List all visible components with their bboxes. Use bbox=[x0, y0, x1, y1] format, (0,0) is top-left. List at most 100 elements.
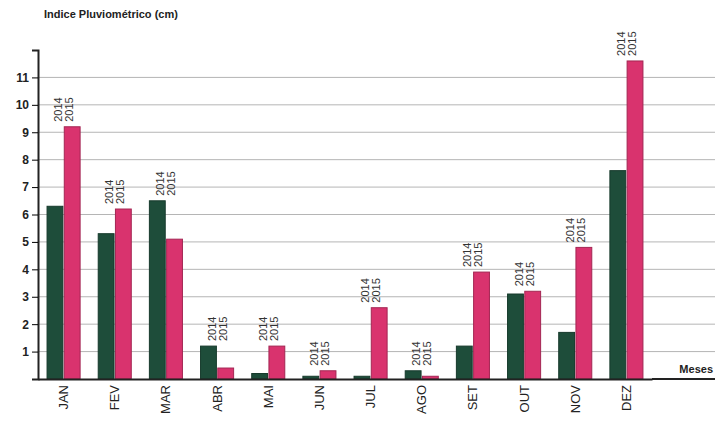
series-name: 2015 bbox=[217, 317, 229, 341]
chart: 2014201520142015201420152014201520142015… bbox=[0, 0, 727, 439]
bar bbox=[559, 332, 575, 379]
grid-line bbox=[38, 77, 715, 78]
x-tick: NOV bbox=[568, 385, 583, 414]
tick-label: DEZ bbox=[619, 385, 634, 411]
tick-label: 2 bbox=[22, 318, 29, 332]
bar bbox=[456, 346, 472, 379]
tick-label: NOV bbox=[568, 385, 583, 414]
tick-mark bbox=[32, 215, 38, 216]
tick-mark bbox=[32, 269, 38, 270]
x-tick: JUL bbox=[363, 385, 378, 408]
tick-label: 8 bbox=[22, 153, 29, 167]
tick-label: 3 bbox=[22, 290, 29, 304]
bar bbox=[64, 127, 80, 379]
y-tick: 7 bbox=[22, 180, 38, 194]
bar bbox=[167, 239, 183, 379]
x-tick: SET bbox=[465, 385, 480, 410]
y-axis: 1 2 3 4 5 6 7 8 9 10 11 bbox=[16, 51, 39, 380]
x-axis-line bbox=[39, 379, 653, 381]
series-name: 2015 bbox=[63, 97, 75, 121]
series-name: 2015 bbox=[370, 278, 382, 302]
bar bbox=[610, 171, 626, 379]
bar bbox=[47, 206, 63, 379]
x-tick: JUN bbox=[312, 385, 327, 410]
bar bbox=[576, 247, 592, 379]
grid-line bbox=[38, 104, 715, 105]
bar bbox=[405, 371, 421, 379]
series-name: 2015 bbox=[268, 317, 280, 341]
tick-mark bbox=[32, 77, 38, 78]
tick-mark bbox=[32, 105, 38, 106]
tick-mark bbox=[32, 297, 38, 298]
tick-mark bbox=[32, 132, 38, 133]
tick-label: JAN bbox=[56, 385, 71, 410]
series-name: 2015 bbox=[472, 243, 484, 267]
x-axis-extension bbox=[652, 378, 715, 380]
tick-label: 1 bbox=[22, 345, 29, 359]
x-tick: DEZ bbox=[619, 385, 634, 411]
tick-label: 10 bbox=[16, 98, 30, 112]
tick-mark bbox=[32, 160, 38, 161]
tick-label: SET bbox=[465, 385, 480, 410]
tick-label: FEV bbox=[107, 385, 122, 411]
tick-label: MAI bbox=[261, 385, 276, 408]
bar bbox=[98, 234, 114, 379]
x-tick: FEV bbox=[107, 385, 122, 411]
tick-label: JUL bbox=[363, 385, 378, 408]
bar bbox=[474, 272, 490, 379]
bar bbox=[115, 209, 131, 379]
y-axis-line bbox=[32, 51, 39, 380]
tick-mark bbox=[32, 242, 38, 243]
tick-label: JUN bbox=[312, 385, 327, 410]
bar bbox=[627, 61, 643, 379]
y-tick: 1 bbox=[22, 345, 38, 359]
series-name: 2015 bbox=[319, 341, 331, 365]
y-tick: 2 bbox=[22, 318, 38, 332]
grid-line bbox=[38, 159, 715, 160]
group-labels: 2014201520142015201420152014201520142015… bbox=[52, 31, 638, 365]
y-tick: 5 bbox=[22, 235, 38, 249]
x-tick: OUT bbox=[517, 385, 532, 413]
y-tick: 4 bbox=[22, 263, 38, 277]
series-name: 2015 bbox=[626, 31, 638, 55]
tick-label: 9 bbox=[22, 126, 29, 140]
tick-label: 6 bbox=[22, 208, 29, 222]
y-tick: 3 bbox=[22, 290, 38, 304]
x-tick: JAN bbox=[56, 385, 71, 410]
series-name: 2015 bbox=[421, 341, 433, 365]
y-axis-title: Indice Pluviométrico (cm) bbox=[44, 8, 178, 20]
x-axis-title: Meses bbox=[679, 363, 713, 375]
x-tick: ABR bbox=[210, 385, 225, 412]
x-axis: JAN FEV MAR ABR MAI JUN JUL AGO SET OUT NOV DEZ bbox=[39, 380, 653, 414]
y-tick: 11 bbox=[16, 71, 38, 85]
bar bbox=[371, 308, 387, 379]
bar bbox=[218, 368, 234, 379]
tick-mark bbox=[32, 324, 38, 325]
tick-label: ABR bbox=[210, 385, 225, 412]
bar bbox=[149, 201, 165, 379]
y-tick: 8 bbox=[22, 153, 38, 167]
tick-label: 5 bbox=[22, 235, 29, 249]
bar bbox=[269, 346, 285, 379]
x-tick: MAR bbox=[158, 385, 173, 414]
bar bbox=[201, 346, 217, 379]
y-tick: 10 bbox=[16, 98, 38, 112]
bar bbox=[252, 374, 268, 379]
bar bbox=[508, 294, 524, 379]
bar bbox=[525, 291, 541, 379]
y-tick: 9 bbox=[22, 126, 38, 140]
series-name: 2015 bbox=[114, 180, 126, 204]
bar bbox=[320, 371, 336, 379]
series-name: 2015 bbox=[165, 171, 177, 195]
tick-mark bbox=[32, 352, 38, 353]
y-tick: 6 bbox=[22, 208, 38, 222]
series-name: 2015 bbox=[575, 218, 587, 242]
tick-mark bbox=[32, 187, 38, 188]
bars bbox=[47, 61, 643, 379]
tick-label: OUT bbox=[517, 385, 532, 413]
tick-label: 11 bbox=[16, 71, 29, 85]
tick-label: MAR bbox=[158, 385, 173, 414]
grid-line bbox=[38, 132, 715, 133]
tick-label: AGO bbox=[414, 385, 429, 414]
x-tick: MAI bbox=[261, 385, 276, 408]
